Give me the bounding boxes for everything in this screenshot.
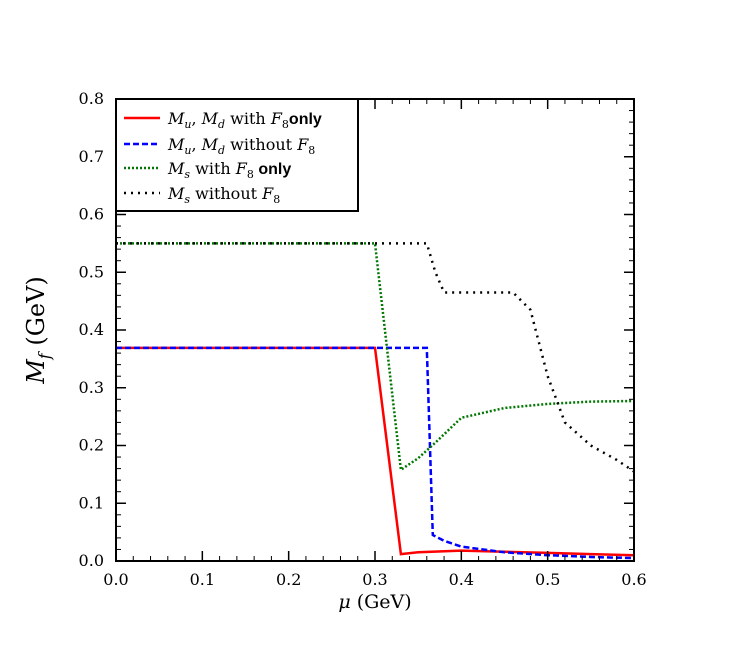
legend-label-0: Mu, Md with F8only — [167, 109, 322, 131]
y-tick-label: 0.6 — [79, 205, 104, 224]
x-tick-label: 0.4 — [449, 570, 474, 589]
y-axis-label: Mf (GeV) — [22, 276, 54, 385]
y-tick-label: 0.4 — [79, 320, 104, 339]
legend-entry: Ms with F8 only — [124, 159, 291, 181]
legend: Mu, Md with F8only Mu, Md without F8 Ms … — [115, 98, 359, 212]
legend-label-1: Mu, Md without F8 — [167, 135, 315, 157]
y-tick-label: 0.3 — [79, 378, 104, 397]
y-tick-label: 0.5 — [79, 262, 104, 281]
tick-layer: 0.0 0.1 0.2 0.3 0.4 0.5 0.6 0.0 0.1 0.2 0.3 0.4 0.5 0… — [79, 89, 647, 589]
x-tick-label: 0.6 — [621, 570, 646, 589]
legend-label-3: Ms without F8 — [167, 184, 280, 206]
series-layer — [116, 242, 635, 560]
series-line-2 — [116, 242, 635, 472]
y-tick-label: 0.1 — [79, 493, 104, 512]
x-tick-label: 0.3 — [362, 570, 387, 589]
series-line-0 — [116, 346, 635, 557]
plot-frame — [115, 98, 635, 562]
legend-entry: Mu, Md without F8 — [124, 135, 315, 157]
y-tick-label: 0.0 — [79, 551, 104, 570]
series-line-1 — [116, 346, 635, 560]
series-line-3 — [116, 242, 635, 473]
y-tick-label: 0.8 — [79, 89, 104, 108]
y-tick-label: 0.7 — [79, 147, 104, 166]
legend-entry: Mu, Md with F8only — [124, 109, 322, 131]
legend-label-2: Ms with F8 only — [167, 159, 291, 181]
x-tick-label: 0.0 — [103, 570, 128, 589]
x-tick-label: 0.2 — [276, 570, 301, 589]
x-tick-label: 0.1 — [190, 570, 215, 589]
legend-entry: Ms without F8 — [124, 184, 280, 206]
x-axis-label: μ (GeV) — [338, 591, 411, 613]
y-tick-label: 0.2 — [79, 436, 104, 455]
x-tick-label: 0.5 — [535, 570, 560, 589]
